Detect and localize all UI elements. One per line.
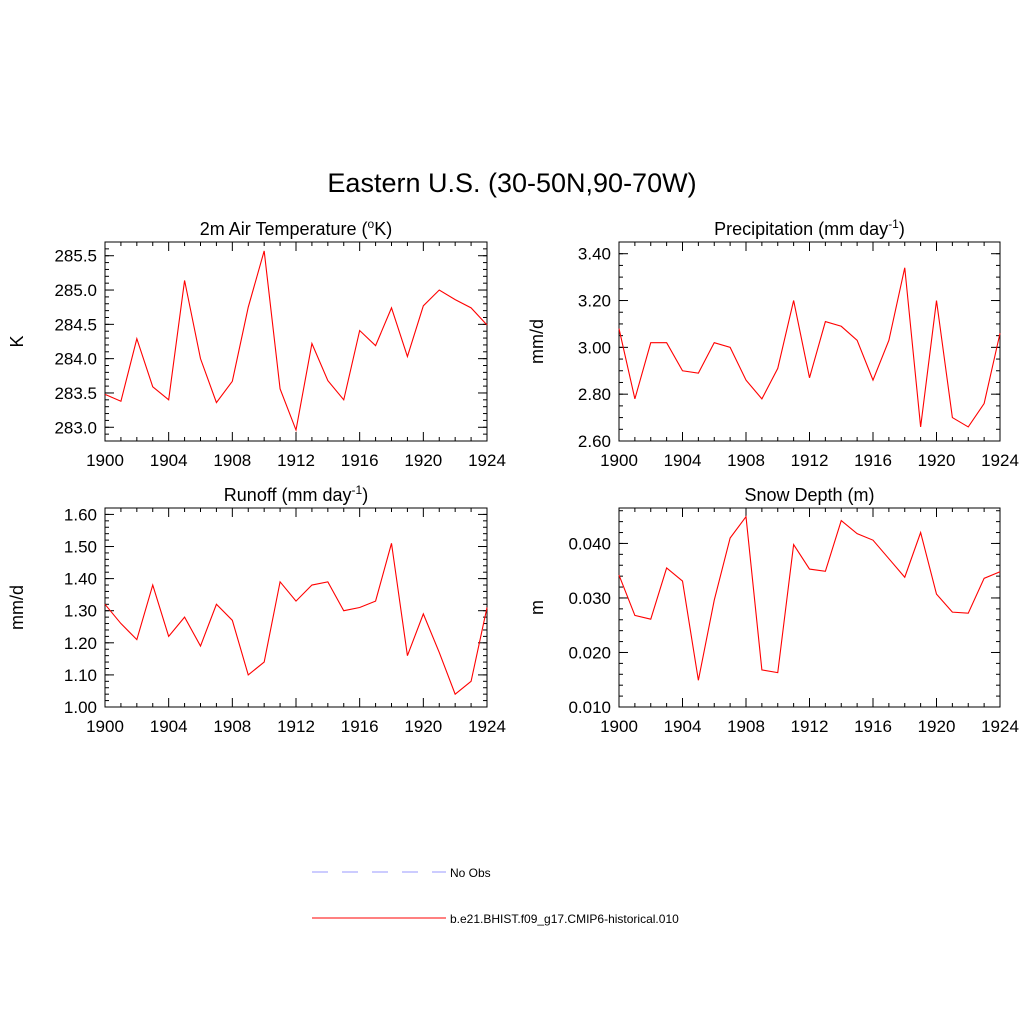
x-tick-label: 1912 (277, 451, 315, 470)
panel-title: Runoff (mm day-1) (224, 483, 368, 505)
y-tick-label: 1.10 (64, 666, 97, 685)
panel-1: 2m Air Temperature (oK) K 1900 1904 1908 1912… (7, 217, 506, 470)
y-tick-label: 284.0 (54, 350, 97, 369)
x-tick-label: 1908 (727, 717, 765, 736)
y-tick-label: 283.5 (54, 384, 97, 403)
y-tick-label: 2.60 (578, 432, 611, 451)
y-tick-label: 1.30 (64, 602, 97, 621)
y-tick-label: 1.40 (64, 570, 97, 589)
x-tick-label: 1920 (918, 717, 956, 736)
y-tick-label: 1.50 (64, 538, 97, 557)
series-line (104, 543, 488, 696)
panel-4: Snow Depth (m) m 1900 1904 1908 1912 1916 1920 1… (527, 485, 1019, 736)
x-tick-label: 1924 (468, 451, 506, 470)
page-title: Eastern U.S. (30-50N,90-70W) (327, 168, 697, 198)
panel-2: Precipitation (mm day-1) mm/d 1900 1904 1908… (527, 217, 1019, 470)
y-tick-label: 284.5 (54, 315, 97, 334)
y-tick-label: 1.60 (64, 505, 97, 524)
x-tick-label: 1924 (981, 717, 1019, 736)
x-tick-label: 1904 (664, 717, 702, 736)
x-tick-label: 1900 (86, 717, 124, 736)
x-tick-label: 1904 (150, 451, 188, 470)
series-line (618, 515, 1001, 681)
y-tick-label: 0.010 (568, 698, 611, 717)
panel-title: Precipitation (mm day-1) (714, 217, 905, 239)
x-tick-label: 1904 (150, 717, 188, 736)
legend-label-2: b.e21.BHIST.f09_g17.CMIP6-historical.010 (450, 912, 679, 926)
panel-3: Runoff (mm day-1) mm/d 1900 1904 1908 1912 191… (7, 483, 506, 736)
legend-label-1: No Obs (450, 866, 491, 880)
y-tick-label: 3.40 (578, 245, 611, 264)
x-tick-label: 1920 (404, 717, 442, 736)
x-tick-label: 1900 (86, 451, 124, 470)
series-line (104, 250, 488, 433)
y-tick-label: 285.5 (54, 247, 97, 266)
plot-frame (104, 507, 488, 708)
x-tick-label: 1916 (341, 717, 379, 736)
x-tick-label: 1920 (918, 451, 956, 470)
y-tick-label: 285.0 (54, 281, 97, 300)
y-axis-label: mm/d (7, 585, 27, 630)
y-tick-label: 2.80 (578, 385, 611, 404)
y-tick-label: 283.0 (54, 418, 97, 437)
series-line (618, 267, 1001, 428)
panel-title: 2m Air Temperature (oK) (200, 217, 392, 239)
y-tick-label: 0.040 (568, 534, 611, 553)
y-tick-label: 1.00 (64, 698, 97, 717)
y-tick-label: 0.020 (568, 643, 611, 662)
y-axis-label: mm/d (527, 319, 547, 364)
y-tick-label: 3.00 (578, 338, 611, 357)
x-tick-label: 1908 (727, 451, 765, 470)
plot-frame (618, 241, 1001, 442)
x-tick-label: 1916 (854, 717, 892, 736)
y-tick-label: 1.20 (64, 634, 97, 653)
legend: No Obs b.e21.BHIST.f09_g17.CMIP6-historic… (312, 866, 679, 926)
x-tick-label: 1912 (791, 717, 829, 736)
x-tick-label: 1912 (791, 451, 829, 470)
x-tick-label: 1916 (854, 451, 892, 470)
x-tick-label: 1920 (404, 451, 442, 470)
x-tick-label: 1908 (213, 451, 251, 470)
plot-frame (618, 507, 1001, 708)
x-tick-label: 1900 (600, 717, 638, 736)
x-tick-label: 1908 (213, 717, 251, 736)
x-tick-label: 1924 (468, 717, 506, 736)
x-tick-label: 1904 (664, 451, 702, 470)
panel-title: Snow Depth (m) (744, 485, 874, 505)
plot-frame (104, 241, 488, 442)
x-tick-label: 1916 (341, 451, 379, 470)
y-tick-label: 3.20 (578, 292, 611, 311)
x-tick-label: 1912 (277, 717, 315, 736)
x-tick-label: 1900 (600, 451, 638, 470)
y-axis-label: K (7, 335, 27, 347)
y-axis-label: m (527, 600, 547, 615)
y-tick-label: 0.030 (568, 589, 611, 608)
x-tick-label: 1924 (981, 451, 1019, 470)
